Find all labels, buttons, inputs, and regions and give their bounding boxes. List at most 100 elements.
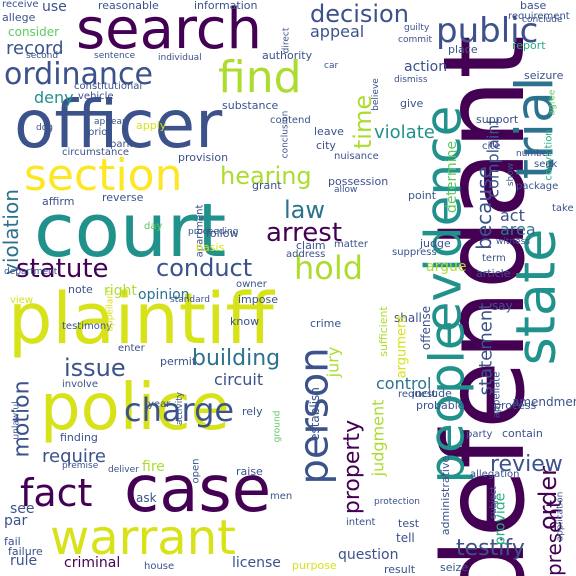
word-house: house — [144, 561, 175, 572]
word-place: place — [448, 43, 478, 56]
word-shall: shall — [394, 311, 422, 325]
word-involve: involve — [62, 379, 99, 390]
word-subject: subject — [488, 486, 499, 519]
word-claim: claim — [296, 239, 326, 252]
word-unlawful: unlawful — [11, 401, 22, 440]
word-support: support — [476, 113, 519, 126]
word-appellate: appellate — [491, 371, 503, 419]
word-contend: contend — [270, 115, 311, 126]
word-standard: standard — [170, 295, 210, 305]
word-base: base — [520, 0, 547, 12]
word-requirement: requirement — [508, 11, 570, 22]
word-provision: provision — [178, 151, 229, 164]
word-say: say — [492, 299, 513, 313]
word-deliver: deliver — [108, 465, 139, 475]
word-judgment: judgment — [368, 399, 388, 477]
word-use: use — [42, 0, 67, 15]
word-action: action — [404, 59, 448, 75]
word-grant: grant — [252, 179, 282, 192]
word-process: process — [494, 399, 537, 412]
word-city: city — [316, 139, 336, 152]
word-establish: establish — [307, 387, 322, 441]
word-act: act — [500, 206, 525, 225]
word-day: day — [144, 221, 163, 232]
word-ground: ground — [272, 410, 283, 443]
word-term: term — [482, 253, 506, 264]
word-car: car — [324, 61, 339, 71]
word-testify: testify — [456, 536, 525, 561]
word-administrative: administrative — [439, 455, 453, 536]
word-enter: enter — [118, 343, 145, 354]
word-affirm: affirm — [42, 195, 75, 208]
word-issue: issue — [64, 354, 126, 382]
word-area: area — [500, 220, 536, 239]
word-number: number — [516, 149, 552, 159]
word-review: review — [490, 452, 563, 477]
word-hearing: hearing — [220, 162, 312, 190]
word-state: state — [504, 228, 568, 366]
word-protection: protection — [374, 497, 420, 507]
word-case: case — [124, 453, 272, 527]
word-believe: believe — [370, 78, 381, 111]
word-jury: jury — [323, 346, 343, 378]
word-see: see — [10, 501, 35, 517]
word-sentence: sentence — [94, 51, 136, 61]
word-follow: follow — [206, 227, 239, 240]
word-public: public — [436, 11, 539, 51]
word-article: article — [476, 267, 511, 280]
word-allow: allow — [334, 185, 358, 195]
word-sufficient: sufficient — [376, 306, 390, 357]
word-note: note — [68, 283, 93, 296]
word-tell: tell — [396, 531, 415, 545]
word-show: show — [506, 162, 517, 187]
word-activity: activity — [175, 391, 186, 426]
word-deny: deny — [34, 88, 74, 107]
word-finding: finding — [60, 431, 98, 444]
word-nuisance: nuisance — [334, 151, 379, 162]
word-require: require — [42, 446, 106, 467]
word-reverse: reverse — [102, 191, 144, 204]
word-plaintiff: plaintiff — [8, 278, 274, 360]
word-authority: authority — [262, 49, 313, 62]
word-amendment: amendment — [512, 395, 576, 409]
word-circuit: circuit — [214, 370, 264, 389]
word-argue: argue — [426, 259, 467, 275]
word-impose: impose — [238, 293, 278, 306]
word-offense: offense — [419, 305, 434, 351]
word-leave: leave — [314, 125, 344, 138]
word-officer: officer — [14, 86, 223, 163]
word-park: park — [110, 139, 133, 150]
word-apply: apply — [136, 119, 167, 132]
word-request: request — [398, 389, 437, 400]
word-probable: probable — [416, 399, 465, 412]
word-rely: rely — [242, 405, 263, 418]
word-ask: ask — [136, 491, 157, 505]
word-receive: receive — [2, 0, 39, 10]
word-cite: cite — [482, 141, 501, 152]
word-violation: violation — [0, 189, 23, 275]
word-fail: fail — [4, 535, 21, 548]
word-individual: individual — [158, 53, 202, 63]
word-allege: allege — [2, 11, 36, 24]
word-judge: judge — [420, 237, 451, 250]
word-address: address — [286, 249, 326, 260]
word-dismiss: dismiss — [394, 75, 428, 85]
word-give: give — [400, 97, 424, 110]
word-seek: seek — [534, 159, 558, 170]
word-conduct: conduct — [156, 254, 253, 282]
word-question: question — [338, 547, 399, 563]
word-application: application — [555, 491, 566, 542]
word-search: search — [76, 0, 263, 62]
word-basis: basis — [196, 241, 225, 254]
word-allegation: allegation — [470, 469, 520, 480]
word-appellant: appellant — [105, 289, 116, 332]
word-take: take — [552, 203, 574, 214]
word-matter: matter — [334, 239, 368, 250]
word-conclude: conclude — [522, 15, 563, 25]
word-raise: raise — [236, 465, 263, 478]
word-appear: appear — [94, 117, 126, 127]
word-seize: seize — [440, 561, 469, 574]
word-possession: possession — [328, 175, 389, 188]
word-prior: prior — [88, 127, 112, 138]
